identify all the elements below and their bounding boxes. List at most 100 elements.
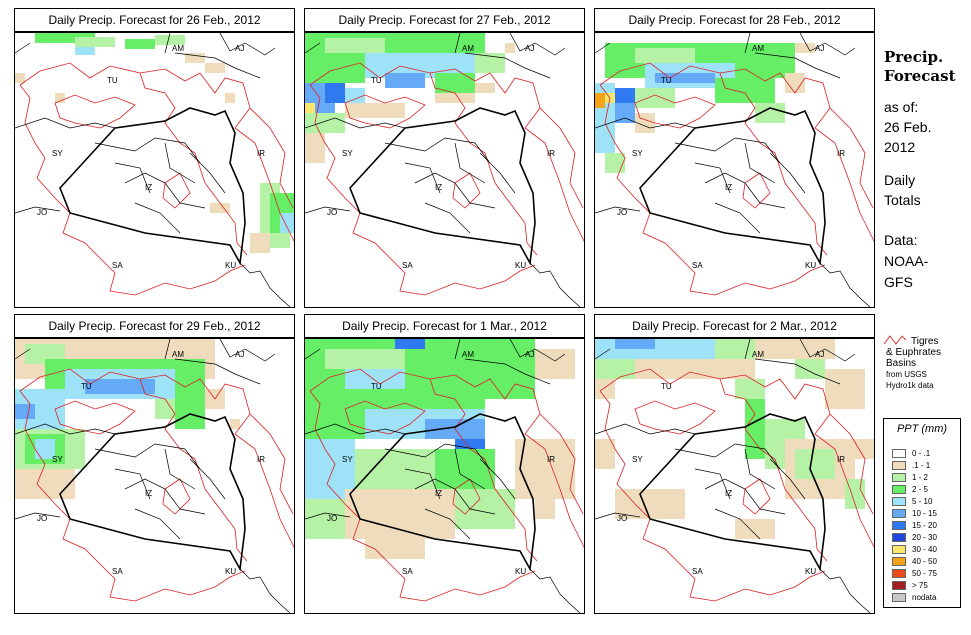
legend-swatch — [892, 473, 906, 482]
forecast-panel-2mar: Daily Precip. Forecast for 2 Mar., 2012 — [594, 314, 875, 614]
label-jo: JO — [37, 208, 48, 217]
precip-cells — [15, 339, 240, 499]
label-ku: KU — [225, 567, 237, 576]
label-sy: SY — [632, 455, 643, 464]
label-aj: AJ — [525, 350, 535, 359]
label-ku: KU — [225, 261, 237, 270]
precip-map: AM AJ TU SY IR IZ JO SA KU — [14, 32, 295, 308]
label-sa: SA — [112, 567, 123, 576]
legend-swatch — [892, 533, 906, 542]
as-of-date: as of: 26 Feb. 2012 — [884, 97, 931, 157]
precip-cells — [305, 33, 515, 163]
legend-label: 10 - 15 — [912, 509, 937, 518]
label-jo: JO — [37, 514, 48, 523]
label-iz: IZ — [145, 183, 153, 192]
legend-label: 1 - 2 — [912, 473, 929, 482]
title-line-1: Precip. — [884, 48, 944, 66]
label-sy: SY — [52, 455, 63, 464]
legend-label: 20 - 30 — [912, 533, 937, 542]
label-am: AM — [462, 350, 474, 359]
ppt-legend: PPT (mm) 0 - .1 .1 - 1 1 - 2 2 - 5 5 - 1… — [883, 418, 961, 608]
legend-label: 2 - 5 — [912, 485, 929, 494]
label-ir: IR — [547, 455, 555, 464]
legend-swatch — [892, 581, 906, 590]
label-ku: KU — [515, 567, 527, 576]
legend-label: 40 - 50 — [912, 557, 937, 566]
legend-swatch — [892, 485, 906, 494]
precip-cells — [15, 33, 294, 253]
precip-map: AM AJ TU SY IR IZ JO SA KU — [594, 338, 875, 614]
panel-title: Daily Precip. Forecast for 2 Mar., 2012 — [594, 314, 875, 338]
legend-label: 30 - 40 — [912, 545, 937, 554]
label-jo: JO — [327, 208, 338, 217]
panel-title: Daily Precip. Forecast for 26 Feb., 2012 — [14, 8, 295, 32]
totals-line-1: Daily — [884, 172, 916, 188]
basins-line-2: & Euphrates — [886, 347, 942, 358]
precip-map: AM AJ TU SY IR IZ JO SA KU — [304, 32, 585, 308]
precip-cells — [595, 43, 815, 173]
label-sa: SA — [692, 567, 703, 576]
basins-legend: Tigres & Euphrates Basins from USGS Hydr… — [886, 336, 941, 391]
legend-swatch — [892, 545, 906, 554]
forecast-panel-1mar: Daily Precip. Forecast for 1 Mar., 2012 — [304, 314, 585, 614]
legend-swatch — [892, 509, 906, 518]
label-aj: AJ — [525, 44, 535, 53]
forecast-panel-26feb: Daily Precip. Forecast for 26 Feb., 2012 — [14, 8, 295, 308]
label-iz: IZ — [435, 183, 443, 192]
data-line-2: NOAA- — [884, 253, 929, 269]
asof-line-1: as of: — [884, 99, 919, 115]
ppt-legend-title: PPT (mm) — [896, 423, 948, 435]
label-sy: SY — [342, 149, 353, 158]
totals-label: Daily Totals — [884, 170, 921, 210]
label-sy: SY — [342, 455, 353, 464]
label-ir: IR — [837, 455, 845, 464]
forecast-panel-29feb: Daily Precip. Forecast for 29 Feb., 2012 — [14, 314, 295, 614]
label-aj: AJ — [235, 44, 245, 53]
forecast-panel-28feb: Daily Precip. Forecast for 28 Feb., 2012 — [594, 8, 875, 308]
label-aj: AJ — [815, 44, 825, 53]
data-source: Data: NOAA- GFS — [884, 230, 928, 293]
sidebar-title: Precip. Forecast — [884, 48, 956, 86]
label-ku: KU — [515, 261, 527, 270]
label-iz: IZ — [725, 183, 733, 192]
label-sa: SA — [402, 261, 413, 270]
label-ir: IR — [257, 149, 265, 158]
label-jo: JO — [327, 514, 338, 523]
asof-line-3: 2012 — [884, 139, 916, 155]
basins-line-1: Tigres — [911, 336, 939, 347]
label-iz: IZ — [435, 489, 443, 498]
totals-line-2: Totals — [884, 192, 921, 208]
legend-swatch — [892, 557, 906, 566]
legend-swatch — [892, 497, 906, 506]
label-tu: TU — [661, 76, 672, 85]
label-tu: TU — [371, 382, 382, 391]
legend-label: .1 - 1 — [912, 461, 931, 470]
label-am: AM — [752, 44, 764, 53]
label-sy: SY — [632, 149, 643, 158]
precip-map: AM AJ TU SY IR IZ JO SA KU — [594, 32, 875, 308]
label-aj: AJ — [235, 350, 245, 359]
label-sy: SY — [52, 149, 63, 158]
label-am: AM — [172, 350, 184, 359]
data-line-3: GFS — [884, 274, 913, 290]
panel-title: Daily Precip. Forecast for 28 Feb., 2012 — [594, 8, 875, 32]
basins-line-5: Hydro1k data — [886, 381, 934, 390]
label-tu: TU — [371, 76, 382, 85]
precip-map: AM AJ TU SY IR IZ JO SA KU — [304, 338, 585, 614]
precip-cells — [595, 339, 874, 539]
label-sa: SA — [692, 261, 703, 270]
label-ku: KU — [805, 261, 817, 270]
legend-label: 0 - .1 — [912, 449, 931, 458]
basins-line-3: Basins — [886, 358, 917, 369]
asof-line-2: 26 Feb. — [884, 119, 932, 135]
label-iz: IZ — [145, 489, 153, 498]
label-aj: AJ — [815, 350, 825, 359]
title-line-2: Forecast — [884, 67, 956, 85]
label-ku: KU — [805, 567, 817, 576]
label-am: AM — [462, 44, 474, 53]
label-tu: TU — [107, 76, 118, 85]
legend-swatch — [892, 593, 906, 602]
legend-swatch — [892, 449, 906, 458]
label-ir: IR — [837, 149, 845, 158]
label-tu: TU — [661, 382, 672, 391]
